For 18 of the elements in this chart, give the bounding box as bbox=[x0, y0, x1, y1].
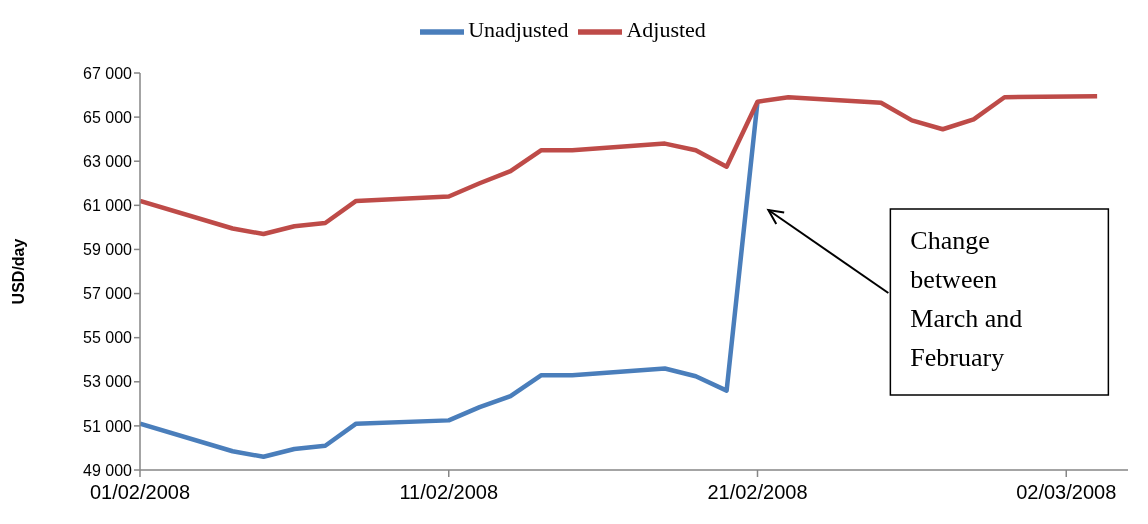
y-tick-label: 67 000 bbox=[83, 64, 133, 82]
y-tick-label: 63 000 bbox=[83, 152, 133, 170]
legend-label: Adjusted bbox=[626, 17, 706, 43]
legend-label: Unadjusted bbox=[468, 17, 569, 43]
x-tick-label: 21/02/2008 bbox=[707, 481, 808, 504]
y-tick-label: 59 000 bbox=[83, 241, 133, 259]
y-tick-label: 49 000 bbox=[83, 461, 133, 479]
annotation: Change between March and February bbox=[910, 226, 1023, 372]
y-tick-label: 61 000 bbox=[83, 197, 133, 215]
y-tick-label: 51 000 bbox=[83, 417, 133, 435]
y-tick-label: 65 000 bbox=[83, 108, 133, 126]
y-tick-label: 57 000 bbox=[83, 285, 133, 303]
x-tick-label: 02/03/2008 bbox=[1016, 481, 1117, 504]
x-tick-label: 01/02/2008 bbox=[89, 481, 191, 504]
y-tick-label: 53 000 bbox=[83, 373, 133, 391]
y-axis-title: USD/day bbox=[9, 238, 27, 305]
x-tick-label: 11/02/2008 bbox=[399, 481, 499, 504]
y-tick-label: 55 000 bbox=[83, 329, 133, 347]
